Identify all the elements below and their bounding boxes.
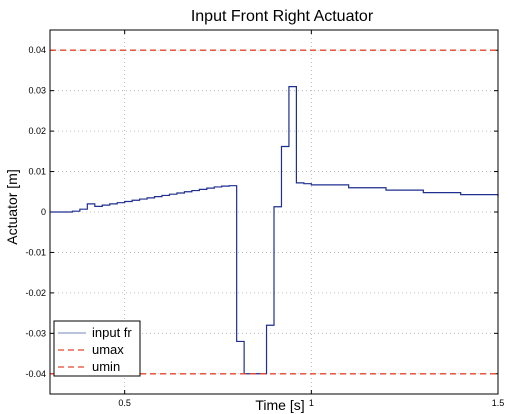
- legend-label: umin: [92, 359, 120, 374]
- y-tick-label: -0.02: [25, 288, 46, 298]
- x-tick-label: 0.5: [118, 398, 131, 408]
- y-tick-label: -0.04: [25, 369, 46, 379]
- y-tick-label: 0.04: [28, 45, 46, 55]
- chart-title: Input Front Right Actuator: [191, 8, 374, 25]
- x-tick-label: 1: [309, 398, 314, 408]
- legend: input fr umax umin: [53, 320, 141, 377]
- legend-label: umax: [92, 342, 124, 357]
- y-axis-label: Actuator [m]: [4, 169, 20, 244]
- y-tick-label: -0.01: [25, 247, 46, 257]
- legend-label: input fr: [92, 325, 132, 340]
- plot-frame: [49, 29, 499, 395]
- y-tick-label: 0.01: [28, 167, 46, 177]
- x-axis-label: Time [s]: [255, 397, 304, 413]
- y-tick-label: 0.03: [28, 86, 46, 96]
- y-tick-label: -0.03: [25, 328, 46, 338]
- y-tick-label: 0.02: [28, 126, 46, 136]
- x-tick-label: 1.5: [492, 398, 505, 408]
- series-line-input-fr: [50, 86, 499, 375]
- y-tick-label: 0: [41, 207, 46, 217]
